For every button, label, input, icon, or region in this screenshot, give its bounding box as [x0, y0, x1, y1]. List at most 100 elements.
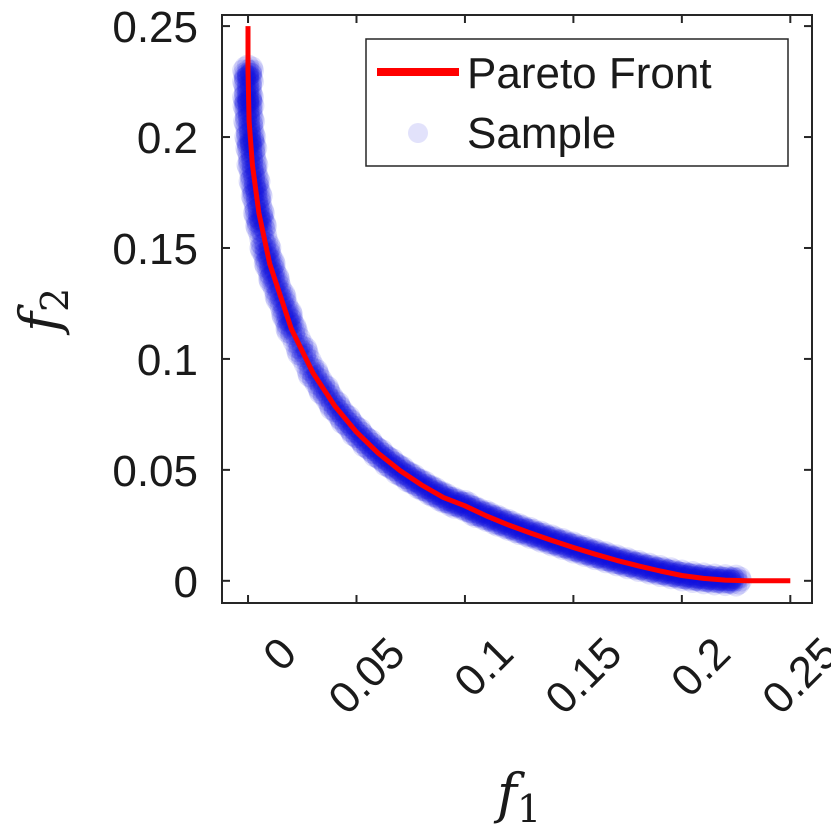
sample-point: [327, 391, 350, 414]
sample-point: [356, 427, 379, 450]
y-tick-label: 0.2: [137, 114, 198, 163]
sample-point: [240, 73, 263, 96]
x-tick-label: 0.25: [753, 628, 831, 723]
sample-point: [240, 90, 263, 113]
sample-point: [372, 451, 395, 474]
sample-point: [367, 437, 390, 460]
sample-point: [428, 489, 451, 512]
sample-point: [334, 413, 357, 436]
sample-point: [328, 394, 351, 417]
sample-point: [374, 454, 397, 477]
sample-point: [316, 375, 339, 398]
sample-point: [395, 470, 418, 493]
sample-point: [351, 421, 374, 444]
sample-point: [340, 421, 363, 444]
sample-point: [329, 408, 352, 431]
sample-point: [388, 464, 411, 487]
sample-point: [318, 394, 341, 417]
sample-point: [361, 432, 384, 455]
sample-point: [373, 451, 396, 474]
sample-point: [350, 431, 373, 454]
sample-point: [360, 429, 383, 452]
sample-point: [367, 447, 390, 470]
y-axis: 0 0.05 0.1 0.15 0.2 0.25: [112, 3, 812, 607]
y-tick-label: 0.25: [112, 3, 198, 52]
y-tick-label: 0.15: [112, 225, 198, 274]
sample-point: [364, 435, 387, 458]
sample-point: [362, 432, 385, 455]
sample-point: [366, 446, 389, 469]
sample-point: [341, 424, 364, 447]
sample-point: [339, 408, 362, 431]
x-tick-label: 0.15: [536, 628, 631, 723]
x-tick-label: 0.05: [319, 628, 414, 723]
legend: Pareto Front Sample: [365, 38, 789, 167]
sample-point: [319, 397, 342, 420]
sample-point: [361, 441, 384, 464]
sample-point: [369, 448, 392, 471]
sample-point: [378, 446, 401, 469]
sample-point: [414, 470, 437, 493]
sample-point: [378, 456, 401, 479]
sample-point: [240, 72, 263, 95]
x-axis-label: f1: [493, 762, 541, 831]
sample-point: [383, 459, 406, 482]
sample-point: [380, 457, 403, 480]
sample-point: [392, 456, 415, 479]
sample-point: [410, 478, 433, 501]
sample-point: [363, 445, 386, 468]
sample-point: [334, 403, 357, 426]
sample-point: [351, 432, 374, 455]
sample-point: [240, 80, 263, 103]
sample-point: [353, 424, 376, 447]
sample-point: [240, 96, 263, 119]
x-tick-label: 0: [254, 628, 306, 680]
sample-point: [367, 437, 390, 460]
sample-point: [356, 436, 379, 459]
sample-point: [371, 439, 394, 462]
sample-point: [345, 416, 368, 439]
y-tick-label: 0: [174, 558, 198, 607]
sample-point: [343, 412, 366, 435]
sample-point: [388, 454, 411, 477]
legend-sample-label: Sample: [467, 109, 616, 158]
sample-point: [377, 455, 400, 478]
sample-point: [240, 86, 263, 109]
sample-point: [326, 403, 349, 426]
sample-point: [382, 448, 405, 471]
sample-point: [347, 428, 370, 451]
pareto-front-path: [245, 26, 791, 584]
sample-point: [339, 420, 362, 443]
sample-point: [240, 88, 263, 111]
sample-point: [722, 566, 745, 589]
sample-point: [358, 439, 381, 462]
sample-point: [240, 97, 263, 120]
sample-point: [334, 413, 357, 436]
sample-point: [356, 427, 379, 450]
legend-sample-swatch: [408, 123, 428, 143]
sample-point: [399, 472, 422, 495]
sample-point: [332, 399, 355, 422]
sample-point: [328, 407, 351, 430]
sample-point: [350, 421, 373, 444]
plot-frame: [221, 14, 813, 604]
sample-point: [297, 362, 320, 385]
y-tick-label: 0.05: [112, 447, 198, 496]
y-axis-label: f2: [8, 288, 77, 336]
sample-point: [340, 409, 363, 432]
sample-point: [356, 437, 379, 460]
sample-point: [240, 76, 263, 99]
sample-point: [700, 565, 723, 588]
sample-point: [323, 400, 346, 423]
pareto-front-line: [245, 26, 791, 584]
sample-point: [307, 378, 330, 401]
sample-point: [362, 442, 385, 465]
sample-point: [384, 462, 407, 485]
sample-point: [345, 425, 368, 448]
x-tick-label: 0.2: [662, 628, 740, 706]
sample-point: [403, 464, 426, 487]
sample-point: [338, 405, 361, 428]
y-tick-label: 0.1: [137, 336, 198, 385]
legend-box: [365, 38, 789, 167]
